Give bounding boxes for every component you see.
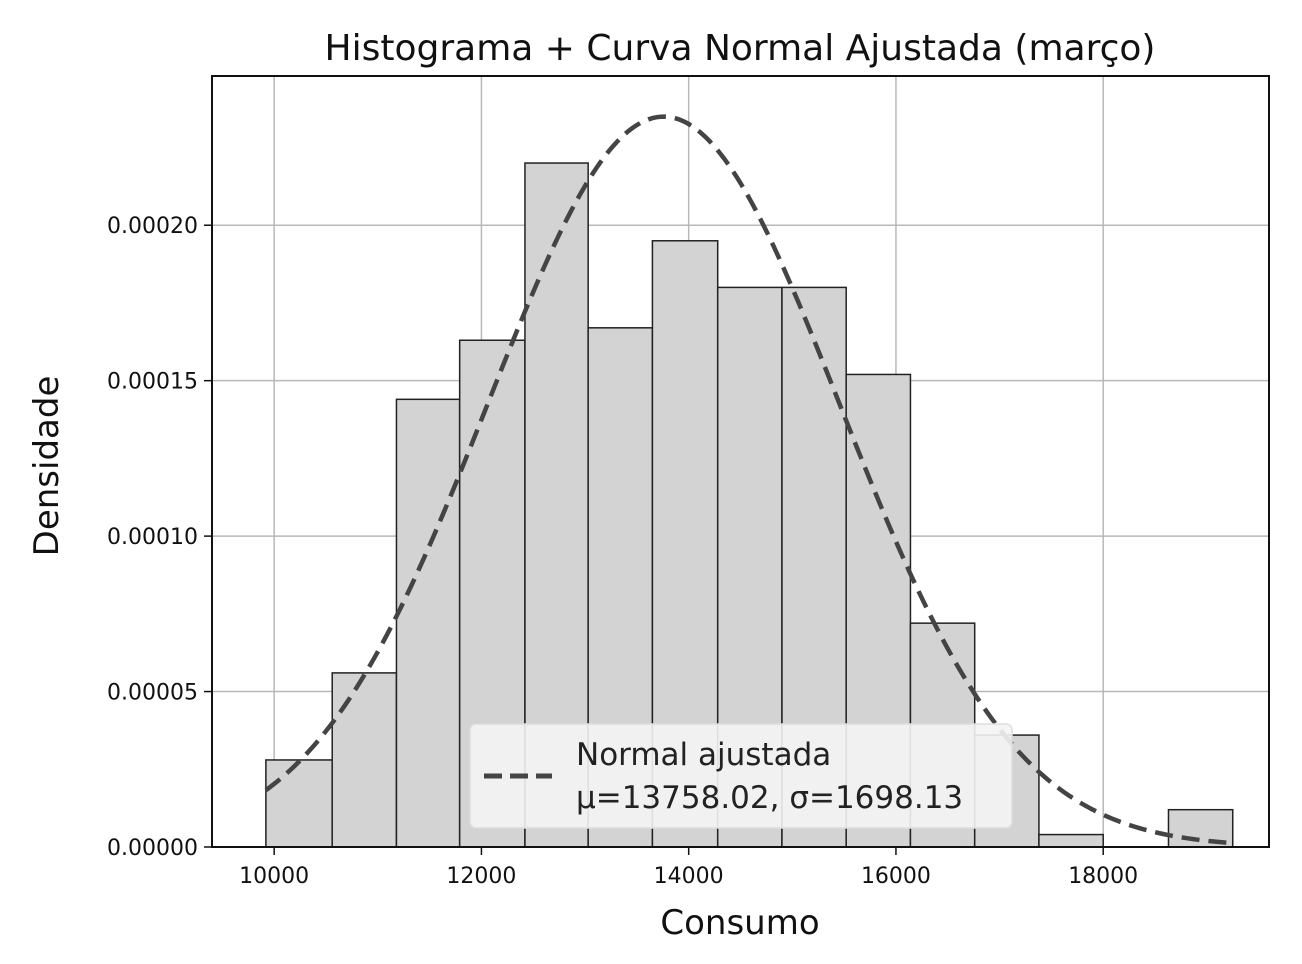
y-axis-label: Densidade [27,376,67,557]
normal-fit-curve [264,114,1233,846]
plot-frame [211,75,1270,848]
chart-title: Histograma + Curva Normal Ajustada (març… [325,28,1156,69]
histogram-bar [1038,833,1104,848]
x-tick-label: 14000 [654,864,724,889]
x-tick-label: 10000 [239,864,309,889]
y-tick-label: 0.00010 [107,525,198,550]
y-tick-label: 0.00005 [107,681,198,706]
axis-ticks: 10000 12000 14000 16000 18000 0.00000 0.00005 0… [107,214,1138,889]
legend: Normal ajustada μ=13758.02, σ=1698.13 [469,723,1013,829]
legend-series-params: μ=13758.02, σ=1698.13 [576,780,963,816]
x-axis-label: Consumo [660,903,819,943]
y-tick-label: 0.00015 [107,370,198,395]
histogram-bar [395,398,461,848]
legend-series-name: Normal ajustada [576,737,831,773]
x-tick-label: 12000 [446,864,516,889]
x-tick-label: 16000 [861,864,931,889]
histogram-bar [265,759,333,848]
y-tick-label: 0.00020 [107,214,198,239]
y-tick-label: 0.00000 [107,836,198,861]
histogram-bar [331,672,398,848]
normal-curve-layer [264,114,1233,846]
legend-box [469,723,1013,829]
x-tick-label: 18000 [1068,864,1138,889]
